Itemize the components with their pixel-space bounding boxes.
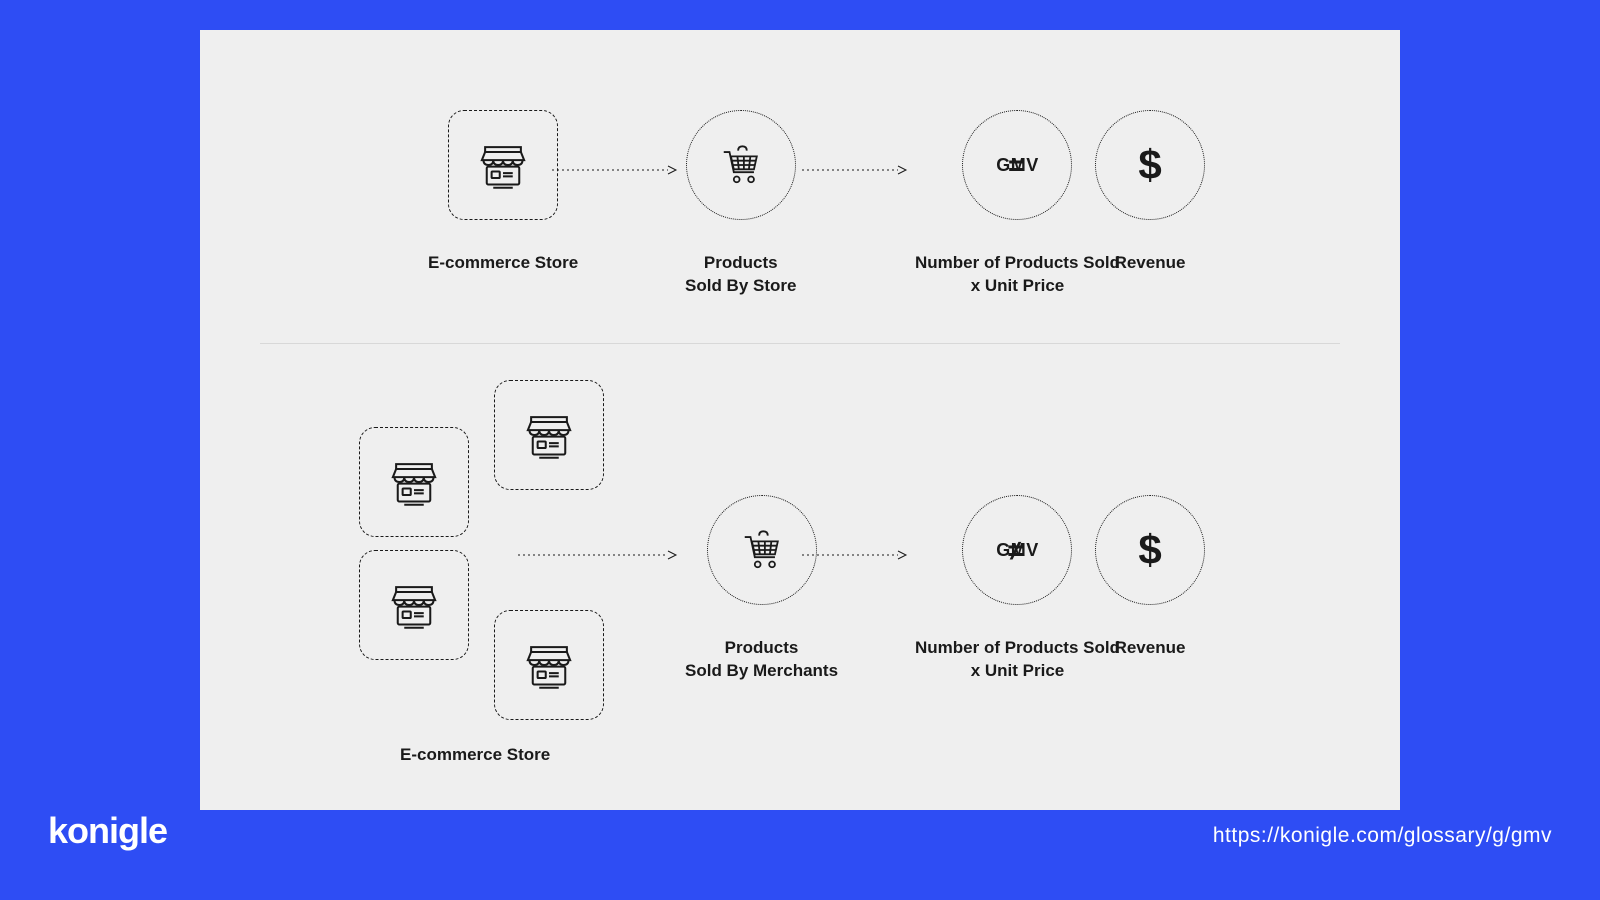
store-box-4: [494, 610, 604, 720]
node-revenue: $ Revenue: [1095, 495, 1205, 660]
revenue-label: Revenue: [1115, 252, 1186, 275]
diagram-canvas: E-commerce Store: [200, 30, 1400, 810]
dollar-icon: $: [1138, 526, 1161, 574]
node-revenue: $ Revenue: [1095, 110, 1205, 275]
store-box-3: [494, 380, 604, 490]
arrow-stores-to-cart: [518, 550, 678, 551]
store-icon: [388, 579, 440, 631]
store-cluster-label: E-commerce Store: [400, 744, 550, 767]
brand-logo: konigle: [48, 810, 167, 852]
store-icon: [388, 456, 440, 508]
gmv-label: Number of Products Sold x Unit Price: [915, 252, 1120, 298]
store-label: E-commerce Store: [428, 252, 578, 275]
store-box: [448, 110, 558, 220]
divider: [260, 343, 1340, 344]
row-multi-store: E-commerce Store: [200, 390, 1400, 770]
store-icon: [523, 639, 575, 691]
dollar-icon: $: [1138, 141, 1161, 189]
arrow-cart-to-gmv: [802, 550, 908, 551]
node-gmv: GMV Number of Products Sold x Unit Price: [915, 495, 1120, 683]
store-box-1: [359, 427, 469, 537]
cart-label: Products Sold By Store: [685, 252, 796, 298]
cart-circle: [707, 495, 817, 605]
revenue-circle: $: [1095, 495, 1205, 605]
arrow-store-to-cart: [552, 165, 678, 166]
store-icon: [523, 409, 575, 461]
store-box-2: [359, 550, 469, 660]
cart-label: Products Sold By Merchants: [685, 637, 838, 683]
store-icon: [477, 139, 529, 191]
revenue-circle: $: [1095, 110, 1205, 220]
cart-circle: [686, 110, 796, 220]
not-equals-operator: ≠: [1008, 535, 1023, 567]
row-single-store: E-commerce Store: [200, 110, 1400, 340]
cart-icon: [739, 527, 785, 573]
node-cart: Products Sold By Merchants: [685, 495, 838, 683]
revenue-label: Revenue: [1115, 637, 1186, 660]
cart-icon: [718, 142, 764, 188]
arrow-cart-to-gmv: [802, 165, 908, 166]
node-store: E-commerce Store: [428, 110, 578, 275]
source-url: https://konigle.com/glossary/g/gmv: [1213, 824, 1552, 848]
equals-operator: =: [1008, 150, 1024, 182]
node-gmv: GMV Number of Products Sold x Unit Price: [915, 110, 1120, 298]
gmv-label: Number of Products Sold x Unit Price: [915, 637, 1120, 683]
node-cart: Products Sold By Store: [685, 110, 796, 298]
